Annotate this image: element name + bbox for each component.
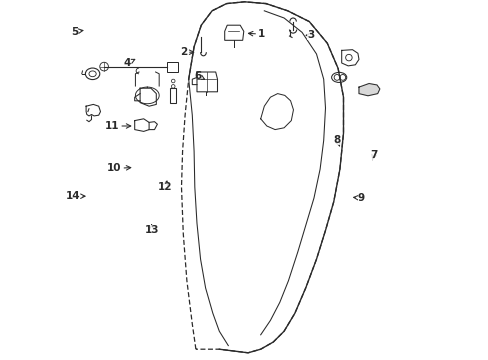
Text: 1: 1 [248, 29, 265, 39]
Text: 2: 2 [179, 47, 193, 57]
Text: 6: 6 [194, 71, 204, 81]
Text: 3: 3 [305, 30, 314, 40]
Bar [167, 62, 178, 72]
Polygon shape [358, 84, 379, 96]
Text: 12: 12 [157, 181, 171, 192]
Text: 13: 13 [144, 225, 159, 235]
Text: 7: 7 [369, 150, 377, 160]
Text: 14: 14 [65, 191, 85, 201]
Text: 11: 11 [104, 121, 130, 131]
Text: 5: 5 [71, 27, 83, 37]
Text: 9: 9 [353, 193, 365, 203]
Text: 8: 8 [333, 135, 340, 146]
Text: 10: 10 [107, 163, 130, 174]
Text: 4: 4 [123, 58, 135, 68]
Bar [170, 88, 176, 103]
